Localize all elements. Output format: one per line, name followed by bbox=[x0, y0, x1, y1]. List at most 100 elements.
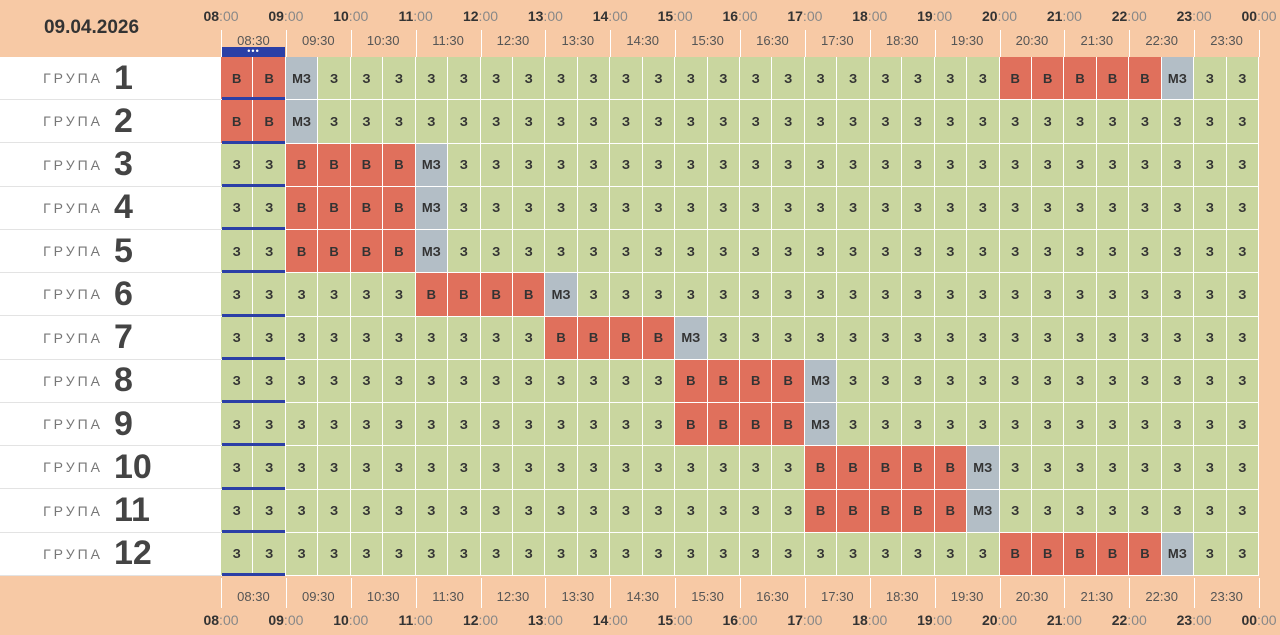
schedule-cell[interactable]: З bbox=[318, 532, 351, 576]
schedule-cell[interactable]: З bbox=[1161, 316, 1195, 360]
schedule-cell[interactable]: З bbox=[1161, 489, 1195, 533]
schedule-cell[interactable]: З bbox=[902, 273, 935, 317]
schedule-cell[interactable]: З bbox=[642, 186, 676, 230]
schedule-cell[interactable]: МЗ bbox=[415, 230, 449, 274]
schedule-cell[interactable]: В bbox=[675, 403, 708, 447]
schedule-cell[interactable]: З bbox=[1226, 316, 1259, 360]
schedule-cell[interactable]: З bbox=[675, 186, 708, 230]
schedule-cell[interactable]: З bbox=[610, 100, 643, 144]
schedule-cell[interactable]: З bbox=[318, 273, 351, 317]
schedule-cell[interactable]: З bbox=[772, 446, 805, 490]
schedule-cell[interactable]: МЗ bbox=[675, 316, 708, 360]
schedule-cell[interactable]: З bbox=[642, 359, 676, 403]
schedule-cell[interactable]: З bbox=[642, 403, 676, 447]
schedule-cell[interactable]: З bbox=[415, 100, 449, 144]
schedule-cell[interactable]: З bbox=[545, 186, 578, 230]
schedule-cell[interactable]: З bbox=[869, 273, 903, 317]
schedule-cell[interactable]: З bbox=[1226, 143, 1259, 187]
schedule-cell[interactable]: З bbox=[1161, 446, 1195, 490]
schedule-cell[interactable]: З bbox=[772, 57, 805, 101]
schedule-cell[interactable]: З bbox=[480, 230, 513, 274]
schedule-cell[interactable]: З bbox=[383, 489, 416, 533]
schedule-cell[interactable]: В bbox=[318, 230, 351, 274]
schedule-cell[interactable]: З bbox=[318, 57, 351, 101]
schedule-cell[interactable]: З bbox=[837, 403, 870, 447]
schedule-cell[interactable]: З bbox=[1064, 403, 1097, 447]
schedule-cell[interactable]: МЗ bbox=[967, 446, 1000, 490]
schedule-cell[interactable]: З bbox=[383, 359, 416, 403]
schedule-cell[interactable]: В bbox=[837, 446, 870, 490]
schedule-cell[interactable]: З bbox=[577, 143, 611, 187]
schedule-cell[interactable]: З bbox=[253, 532, 286, 576]
schedule-cell[interactable]: З bbox=[1161, 230, 1195, 274]
schedule-cell[interactable]: МЗ bbox=[285, 100, 319, 144]
schedule-cell[interactable]: В bbox=[253, 100, 286, 144]
schedule-cell[interactable]: З bbox=[1096, 100, 1130, 144]
schedule-cell[interactable]: З bbox=[285, 359, 319, 403]
schedule-cell[interactable]: З bbox=[577, 100, 611, 144]
schedule-cell[interactable]: З bbox=[1161, 403, 1195, 447]
schedule-cell[interactable]: З bbox=[967, 316, 1000, 360]
schedule-cell[interactable]: З bbox=[221, 143, 254, 187]
schedule-cell[interactable]: З bbox=[1194, 489, 1227, 533]
schedule-cell[interactable]: З bbox=[1194, 446, 1227, 490]
schedule-cell[interactable]: З bbox=[772, 489, 805, 533]
schedule-cell[interactable]: З bbox=[253, 403, 286, 447]
schedule-cell[interactable]: З bbox=[350, 273, 384, 317]
schedule-cell[interactable]: З bbox=[642, 143, 676, 187]
schedule-cell[interactable]: З bbox=[350, 403, 384, 447]
schedule-cell[interactable]: З bbox=[480, 57, 513, 101]
schedule-cell[interactable]: З bbox=[837, 143, 870, 187]
schedule-cell[interactable]: В bbox=[350, 143, 384, 187]
schedule-cell[interactable]: З bbox=[221, 273, 254, 317]
schedule-cell[interactable]: З bbox=[707, 273, 740, 317]
schedule-cell[interactable]: З bbox=[253, 489, 286, 533]
schedule-cell[interactable]: З bbox=[1064, 489, 1097, 533]
schedule-cell[interactable]: З bbox=[869, 230, 903, 274]
schedule-cell[interactable]: З bbox=[448, 230, 481, 274]
schedule-cell[interactable]: З bbox=[415, 403, 449, 447]
schedule-cell[interactable]: В bbox=[772, 359, 805, 403]
schedule-cell[interactable]: З bbox=[577, 186, 611, 230]
schedule-cell[interactable]: МЗ bbox=[415, 143, 449, 187]
schedule-cell[interactable]: В bbox=[383, 186, 416, 230]
schedule-cell[interactable]: З bbox=[383, 316, 416, 360]
schedule-cell[interactable]: З bbox=[772, 100, 805, 144]
schedule-cell[interactable]: В bbox=[545, 316, 578, 360]
schedule-cell[interactable]: З bbox=[1129, 143, 1162, 187]
schedule-cell[interactable]: В bbox=[869, 446, 903, 490]
schedule-cell[interactable]: З bbox=[675, 143, 708, 187]
schedule-cell[interactable]: З bbox=[383, 403, 416, 447]
schedule-cell[interactable]: З bbox=[577, 532, 611, 576]
schedule-cell[interactable]: З bbox=[934, 273, 968, 317]
schedule-cell[interactable]: З bbox=[999, 100, 1032, 144]
schedule-cell[interactable]: З bbox=[804, 273, 838, 317]
schedule-cell[interactable]: З bbox=[285, 446, 319, 490]
schedule-cell[interactable]: З bbox=[642, 273, 676, 317]
schedule-cell[interactable]: З bbox=[1161, 273, 1195, 317]
schedule-cell[interactable]: З bbox=[1096, 186, 1130, 230]
schedule-cell[interactable]: З bbox=[1064, 359, 1097, 403]
schedule-cell[interactable]: В bbox=[1031, 57, 1065, 101]
schedule-cell[interactable]: З bbox=[1129, 100, 1162, 144]
schedule-cell[interactable]: З bbox=[610, 186, 643, 230]
schedule-cell[interactable]: З bbox=[1031, 186, 1065, 230]
schedule-cell[interactable]: З bbox=[772, 143, 805, 187]
schedule-cell[interactable]: З bbox=[1064, 230, 1097, 274]
schedule-cell[interactable]: З bbox=[318, 403, 351, 447]
schedule-cell[interactable]: З bbox=[707, 230, 740, 274]
schedule-cell[interactable]: З bbox=[707, 316, 740, 360]
schedule-cell[interactable]: З bbox=[740, 446, 773, 490]
schedule-cell[interactable]: З bbox=[545, 532, 578, 576]
schedule-cell[interactable]: З bbox=[1194, 100, 1227, 144]
schedule-cell[interactable]: З bbox=[221, 186, 254, 230]
schedule-cell[interactable]: В bbox=[772, 403, 805, 447]
schedule-cell[interactable]: З bbox=[610, 403, 643, 447]
schedule-cell[interactable]: З bbox=[902, 316, 935, 360]
schedule-cell[interactable]: З bbox=[707, 100, 740, 144]
schedule-cell[interactable]: З bbox=[545, 143, 578, 187]
schedule-cell[interactable]: З bbox=[545, 489, 578, 533]
schedule-cell[interactable]: З bbox=[577, 403, 611, 447]
schedule-cell[interactable]: В bbox=[350, 230, 384, 274]
schedule-cell[interactable]: В bbox=[642, 316, 676, 360]
